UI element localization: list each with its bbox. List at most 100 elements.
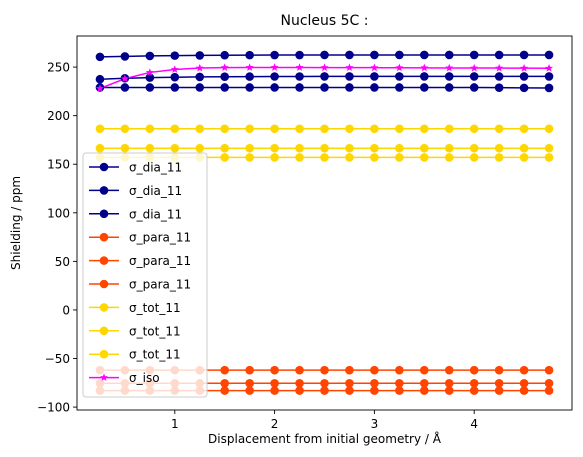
y-tick-label: 100 [47,206,70,220]
data-point [345,386,354,395]
data-point [544,365,554,375]
data-point [519,50,529,60]
x-tick-label: 1 [171,417,179,431]
data-point [220,72,230,82]
data-point [494,50,504,60]
legend-entry: σ_dia_11 [89,207,182,221]
data-point [370,143,379,153]
data-point [469,143,479,153]
data-point [494,72,504,81]
data-point [295,124,304,134]
data-point [320,72,329,81]
data-point [320,378,329,388]
data-point [295,153,304,162]
data-point [419,72,429,81]
data-point [469,386,479,395]
data-point [469,83,479,92]
y-tick-label: −50 [45,352,70,366]
data-point [345,153,354,162]
legend-entry: σ_tot_11 [89,324,181,338]
data-point [470,63,479,72]
data-point [120,83,130,92]
data-point [295,378,304,388]
legend-entry: σ_para_11 [89,254,191,268]
data-point [519,124,529,134]
data-point [120,52,130,61]
data-point [395,83,404,92]
legend-swatch-marker [99,326,109,336]
data-point [345,72,354,81]
data-point [245,83,254,92]
data-point [395,72,404,81]
data-point [519,386,529,395]
data-point [120,74,129,83]
data-point [544,50,554,60]
data-point [270,50,279,60]
data-point [245,386,254,395]
legend-entry: σ_dia_11 [89,161,182,175]
data-point [494,365,504,375]
data-point [95,52,105,62]
data-point [345,83,354,92]
data-point [370,386,379,395]
data-point [519,365,529,375]
x-tick-label: 4 [470,417,478,431]
data-point [370,72,379,81]
data-point [345,365,354,375]
data-point [444,72,454,81]
data-point [370,63,379,72]
legend: σ_dia_11 σ_dia_11 σ_dia_11 σ_para_11 σ_para_… [82,152,208,398]
data-point [444,83,454,92]
data-point [270,124,279,134]
data-point [145,51,155,61]
data-point [270,365,279,375]
data-point [270,83,279,92]
data-point [170,124,180,134]
data-point [395,378,404,388]
data-point [370,365,379,375]
data-point [469,72,479,81]
data-point [170,65,179,73]
data-point [245,153,254,162]
legend-label: σ_iso [129,371,160,385]
y-tick-label: −100 [37,401,70,415]
data-point [444,365,454,375]
data-point [270,63,279,71]
data-point [419,153,429,162]
data-point [395,63,404,72]
data-point [370,50,379,60]
data-point [419,50,429,60]
data-point [395,386,404,395]
legend-label: σ_tot_11 [129,301,181,315]
data-point [195,72,205,82]
data-point [320,153,329,162]
data-point [220,386,230,395]
data-point [544,143,554,153]
data-point [295,365,304,375]
data-point [195,124,205,134]
data-point [220,63,229,71]
data-point [195,143,205,153]
data-point [444,386,454,395]
data-point [370,153,379,162]
data-point [445,63,454,72]
data-point [345,143,354,153]
legend-swatch-marker [100,373,108,381]
data-point [95,84,104,92]
data-point [494,386,504,395]
data-point [320,83,329,92]
data-point [419,386,429,395]
data-point [444,50,454,60]
data-point [195,83,205,92]
data-point [245,63,254,71]
chart-title: Nucleus 5C : [280,13,368,29]
data-point [220,153,230,162]
data-point [245,124,254,134]
data-point [419,378,429,388]
data-point [270,143,279,153]
data-point [520,63,529,72]
plot-frame [76,35,573,411]
data-point [320,143,329,153]
legend-label: σ_dia_11 [129,161,182,175]
